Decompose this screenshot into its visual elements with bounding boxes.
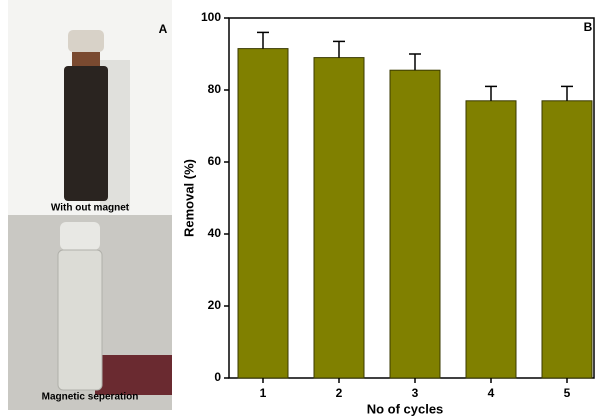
y-tick-label: 40: [208, 226, 222, 240]
y-tick-label: 100: [201, 10, 221, 24]
y-tick-label: 60: [208, 154, 222, 168]
photo-caption: With out magnet: [51, 203, 130, 214]
y-tick-label: 20: [208, 298, 222, 312]
y-tick-label: 80: [208, 82, 222, 96]
bar: [389, 69, 441, 379]
x-axis-title: No of cycles: [367, 401, 444, 416]
panel-label: A: [159, 22, 168, 36]
y-tick-label: 0: [214, 370, 221, 384]
x-tick-label: 1: [260, 386, 267, 400]
x-tick-label: 3: [412, 386, 419, 400]
bar: [465, 100, 517, 379]
bar: [541, 100, 593, 379]
x-tick-label: 5: [564, 386, 571, 400]
bar: [237, 48, 289, 379]
x-tick-label: 2: [336, 386, 343, 400]
photo-bottom: [8, 215, 172, 410]
photo-top: [8, 0, 172, 215]
panel-label: B: [584, 20, 593, 34]
bar: [313, 57, 365, 379]
x-tick-label: 4: [488, 386, 495, 400]
y-axis-title: Removal (%): [181, 159, 196, 237]
photo-caption: Magnetic seperation: [42, 392, 139, 403]
